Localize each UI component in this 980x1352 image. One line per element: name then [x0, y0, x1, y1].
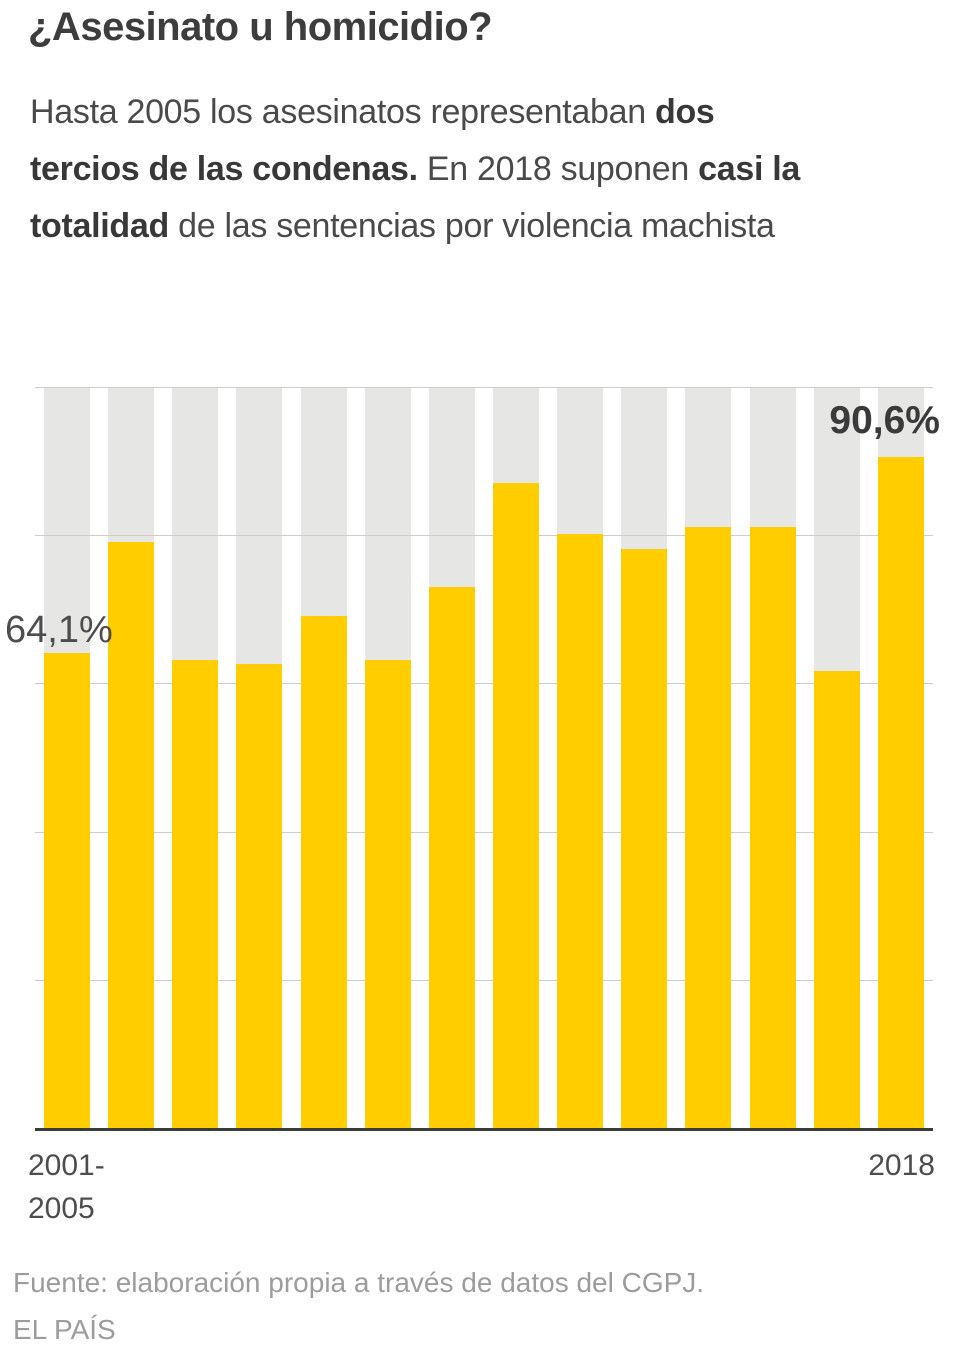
bar-2008	[236, 387, 283, 1128]
value-label-last-bar: 90,6%	[829, 399, 940, 442]
bar-fill-2009	[300, 615, 347, 1128]
bar-2013	[557, 387, 604, 1128]
subtitle-text: En 2018 suponen	[417, 150, 699, 188]
bar-2007	[172, 387, 219, 1128]
source-note: Fuente: elaboración propia a través de d…	[13, 1267, 705, 1298]
bar-fill-2014	[621, 549, 668, 1128]
bar-2011	[428, 387, 475, 1128]
subtitle-line: totalidad de las sentencias por violenci…	[30, 198, 940, 255]
subtitle-bold-text: dos	[654, 93, 715, 131]
gridline-100pct	[35, 387, 933, 388]
bar-2016	[749, 387, 796, 1128]
chart-title: ¿Asesinato u homicidio?	[28, 5, 493, 49]
bar-2012	[492, 387, 539, 1128]
bar-fill-2015	[685, 527, 732, 1128]
x-axis-label-left: 2001- 2005	[28, 1144, 105, 1230]
x-axis-label-right: 2018	[868, 1149, 935, 1182]
chart-subtitle: Hasta 2005 los asesinatos representaban …	[30, 84, 940, 255]
subtitle-text: de las sentencias por violencia machista	[168, 207, 775, 245]
bar-fill-2007	[172, 659, 219, 1128]
chart-footer: Fuente: elaboración propia a través de d…	[13, 1266, 704, 1347]
bar-2017	[813, 387, 860, 1128]
gridline-40pct	[35, 831, 933, 833]
subtitle-text: Hasta 2005 los asesinatos representaban	[30, 93, 655, 131]
bar-2015	[685, 387, 732, 1128]
value-label-first-bar: 64,1%	[5, 609, 113, 651]
gridline-60pct	[35, 683, 933, 685]
bar-fill-2006	[108, 541, 155, 1128]
bar-fills-layer	[44, 387, 924, 1128]
bar-fill-2010	[364, 659, 411, 1128]
bar-chart-plot: 64,1% 90,6%	[5, 387, 940, 1131]
subtitle-bold-text: casi la	[698, 150, 801, 188]
bar-2018	[877, 387, 924, 1128]
gridlines-layer	[35, 387, 933, 1128]
brand-logo-text: EL PAÍS	[13, 1314, 116, 1345]
bar-fill-2001-2005	[44, 653, 90, 1128]
x-axis-label-left-line2: 2005	[28, 1192, 95, 1225]
bar-2014	[621, 387, 668, 1128]
bar-2001-2005	[44, 387, 90, 1128]
bar-2009	[300, 387, 347, 1128]
gridline-20pct	[35, 979, 933, 981]
x-axis-label-left-line1: 2001-	[28, 1149, 105, 1182]
subtitle-bold-text: totalidad	[30, 207, 169, 245]
subtitle-line: tercios de las condenas. En 2018 suponen…	[30, 141, 940, 198]
bar-fill-2018	[877, 456, 924, 1128]
bar-fill-2017	[813, 670, 860, 1128]
subtitle-bold-text: tercios de las condenas.	[30, 150, 418, 188]
gridline-80pct	[35, 535, 933, 537]
bar-fill-2013	[557, 533, 604, 1128]
subtitle-line: Hasta 2005 los asesinatos representaban …	[30, 84, 940, 141]
bar-fill-2016	[749, 527, 796, 1128]
bar-2006	[108, 387, 155, 1128]
bar-fill-2012	[492, 483, 539, 1128]
bar-fill-2011	[428, 587, 475, 1128]
bar-fill-2008	[236, 664, 283, 1128]
bar-2010	[364, 387, 411, 1128]
